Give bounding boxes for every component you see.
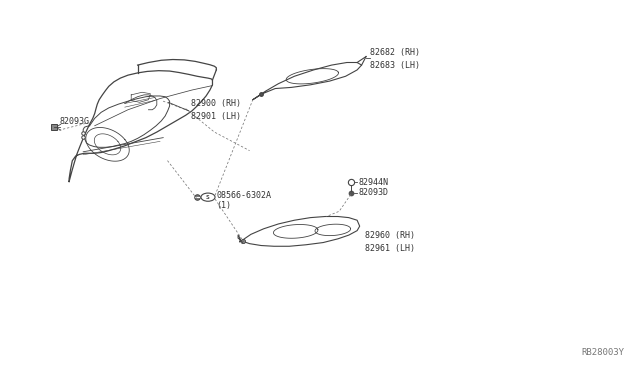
Text: 08566-6302A: 08566-6302A: [216, 191, 271, 200]
Text: 82901 (LH): 82901 (LH): [191, 112, 241, 121]
Text: 82900 (RH): 82900 (RH): [191, 99, 241, 108]
Text: 82960 (RH): 82960 (RH): [365, 231, 415, 240]
Text: 82093D: 82093D: [358, 188, 388, 197]
Text: (1): (1): [216, 201, 231, 210]
Text: 82682 (RH): 82682 (RH): [370, 48, 420, 57]
Text: 82093G: 82093G: [60, 118, 90, 126]
Text: 82961 (LH): 82961 (LH): [365, 244, 415, 253]
Text: S: S: [206, 195, 210, 200]
Text: 82944N: 82944N: [358, 178, 388, 187]
Text: RB28003Y: RB28003Y: [581, 348, 624, 357]
Text: 82683 (LH): 82683 (LH): [370, 61, 420, 70]
